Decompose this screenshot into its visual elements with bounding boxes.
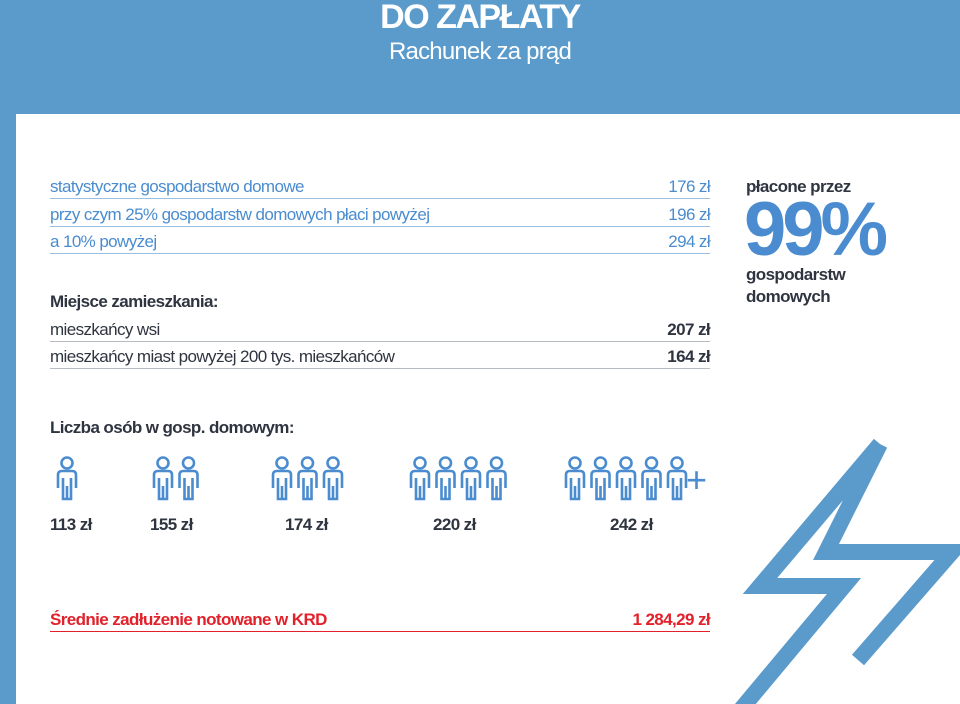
person-icon [271, 456, 293, 501]
person-icon [460, 456, 482, 501]
row-divider [50, 253, 710, 254]
person-icon [435, 456, 456, 501]
row-divider [50, 368, 710, 369]
people-group-5 [563, 456, 691, 502]
side-stat-percent: 99% [744, 187, 888, 272]
residence-title: Miejsce zamieszkania: [50, 292, 218, 311]
people-group-4 [408, 456, 510, 502]
person-icon [56, 456, 78, 501]
stat-label: przy czym 25% gospodarstw domowych płaci… [50, 205, 430, 224]
side-stat-top: płacone przez [746, 177, 851, 196]
person-icon [590, 456, 611, 501]
stat-row-top-10-percent: a 10% powyżej 294 zł [50, 232, 711, 254]
person-icon [322, 456, 344, 501]
people-group-3 [270, 456, 347, 502]
residence-label: mieszkańcy wsi [50, 320, 160, 339]
page-title: DO ZAPŁATY [380, 0, 581, 36]
debt-divider [50, 631, 710, 632]
plus-icon: + [686, 459, 708, 500]
left-frame-bar [0, 0, 16, 704]
debt-value: 1 284,29 zł [632, 610, 710, 629]
price-4-persons: 220 zł [433, 515, 476, 534]
people-group-2 [151, 456, 202, 502]
price-3-persons: 174 zł [285, 515, 328, 534]
debt-row: Średnie zadłużenie notowane w KRD 1 284,… [50, 610, 711, 632]
row-divider [50, 198, 710, 199]
price-5-plus-persons: 242 zł [610, 515, 653, 534]
people-group-1 [55, 456, 81, 502]
header-banner: DO ZAPŁATY Rachunek za prąd [0, 0, 960, 114]
person-icon [486, 456, 507, 501]
residence-value: 207 zł [667, 320, 710, 339]
page-subtitle: Rachunek za prąd [389, 38, 572, 65]
person-icon [178, 456, 199, 501]
price-2-persons: 155 zł [150, 515, 193, 534]
residence-value: 164 zł [667, 347, 710, 366]
stat-value: 294 zł [668, 232, 710, 251]
person-icon [666, 456, 688, 501]
side-stat-bottom: gospodarstw domowych [746, 265, 846, 306]
lightning-bolt-icon [734, 438, 960, 704]
person-icon [641, 456, 662, 501]
debt-label: Średnie zadłużenie notowane w KRD [50, 610, 327, 629]
residence-row-village: mieszkańcy wsi 207 zł [50, 320, 711, 342]
person-icon [564, 456, 586, 501]
stat-row-top-25-percent: przy czym 25% gospodarstw domowych płaci… [50, 205, 711, 227]
row-divider [50, 341, 710, 342]
price-1-person: 113 zł [50, 515, 92, 534]
person-icon [297, 456, 318, 501]
stat-row-average-household: statystyczne gospodarstwo domowe 176 zł [50, 177, 711, 199]
persons-title: Liczba osób w gosp. domowym: [50, 418, 294, 437]
stat-label: statystyczne gospodarstwo domowe [50, 177, 304, 196]
person-icon [152, 456, 174, 501]
residence-row-big-city: mieszkańcy miast powyżej 200 tys. mieszk… [50, 347, 711, 369]
stat-label: a 10% powyżej [50, 232, 157, 251]
person-icon [409, 456, 431, 501]
person-icon [615, 456, 637, 501]
stat-value: 196 zł [668, 205, 710, 224]
stat-value: 176 zł [668, 177, 710, 196]
residence-label: mieszkańcy miast powyżej 200 tys. mieszk… [50, 347, 395, 366]
row-divider [50, 226, 710, 227]
